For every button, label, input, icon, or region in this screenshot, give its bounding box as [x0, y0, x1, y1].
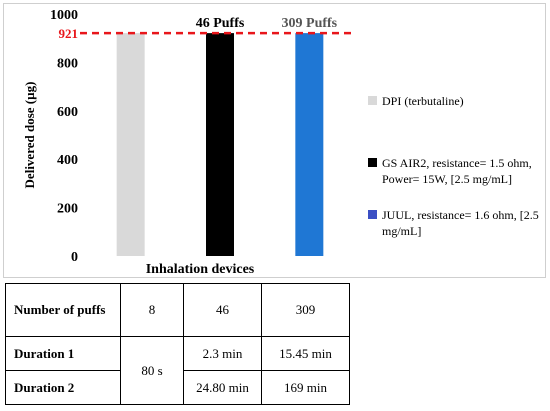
chart-frame: 0 200 400 600 800 1000 Delivered dose (µg) 46 P… [3, 3, 546, 278]
puffs-table: Number of puffs 8 46 309 Duration 1 80 s… [5, 283, 350, 405]
legend-swatch-gs-air2 [368, 158, 377, 167]
bar-label-2: 46 Puffs [196, 16, 245, 31]
bar-1 [116, 33, 145, 257]
y-tick-label: 600 [57, 105, 78, 120]
legend-label-gs-air2: GS AIR2, resistance= 1.5 ohm, Power= 15W… [382, 156, 532, 186]
bar-label-3: 309 Puffs [282, 16, 338, 31]
table-row: Duration 2 24.80 min 169 min [5, 370, 350, 405]
table-cell: 2.3 min [183, 336, 262, 371]
table-cell: 24.80 min [183, 370, 262, 405]
table-header-cell: 8 [120, 283, 184, 337]
y-axis-title: Delivered dose (µg) [22, 82, 37, 189]
y-tick-label: 0 [71, 250, 78, 265]
table-row-label: Duration 2 [5, 370, 121, 405]
table-header-cell: Number of puffs [5, 283, 121, 337]
legend-swatch-juul [368, 210, 377, 219]
table-row: Duration 1 80 s 2.3 min 15.45 min [5, 336, 350, 405]
legend-swatch-dpi [368, 96, 377, 105]
table-cell: 15.45 min [261, 336, 350, 371]
x-axis-title: Inhalation devices [146, 262, 255, 277]
legend-label-dpi: DPI (terbutaline) [382, 94, 464, 108]
bar-2 [206, 33, 234, 257]
y-tick-label: 200 [57, 202, 78, 217]
reference-line-label: 921 [59, 26, 79, 41]
bar-3 [295, 33, 324, 257]
y-tick-label: 400 [57, 153, 78, 168]
table-header-cell: 309 [261, 283, 350, 337]
table-row: Number of puffs 8 46 309 [5, 283, 350, 337]
y-tick-label: 800 [57, 56, 78, 71]
table-cell: 80 s [120, 336, 184, 405]
y-tick-label: 1000 [50, 8, 78, 23]
table-header-cell: 46 [183, 283, 262, 337]
table-cell: 169 min [261, 370, 350, 405]
bar-chart: 0 200 400 600 800 1000 Delivered dose (µg) 46 P… [22, 8, 354, 277]
table-row-label: Duration 1 [5, 336, 121, 371]
legend-label-juul: JUUL, resistance= 1.6 ohm, [2.5 mg/mL] [382, 208, 539, 238]
